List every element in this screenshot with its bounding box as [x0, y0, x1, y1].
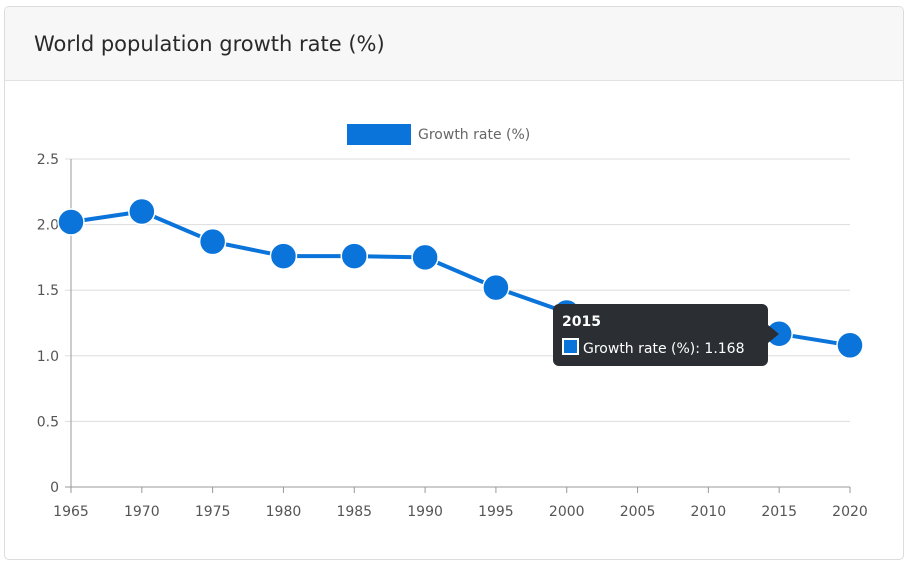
x-tick-label: 1985	[336, 504, 372, 520]
chart-title: World population growth rate (%)	[34, 31, 385, 56]
card-header: World population growth rate (%)	[5, 7, 903, 81]
y-tick-label: 2.5	[37, 152, 59, 168]
x-tick-label: 1975	[195, 504, 231, 520]
tooltip-label: Growth rate (%): 1.168	[583, 341, 745, 357]
x-tick-label: 1970	[124, 504, 160, 520]
y-tick-label: 1.0	[37, 349, 59, 365]
data-point[interactable]	[57, 208, 85, 236]
y-tick-label: 0.5	[37, 414, 59, 430]
x-tick-label: 2005	[620, 504, 656, 520]
x-tick-label: 1980	[266, 504, 302, 520]
data-point[interactable]	[411, 243, 439, 272]
x-tick-label: 1995	[478, 504, 514, 520]
x-tick-label: 2010	[691, 504, 727, 520]
y-tick-label: 1.5	[37, 283, 59, 299]
data-point[interactable]	[340, 242, 369, 270]
y-tick-label: 0	[50, 480, 59, 496]
tooltip-background	[553, 304, 768, 366]
x-tick-label: 2020	[832, 504, 868, 520]
tooltip: 2015 Growth rate (%): 1.168	[553, 304, 779, 366]
x-tick-label: 2015	[761, 504, 797, 520]
legend-swatch[interactable]	[347, 124, 411, 145]
y-tick-label: 2.0	[37, 218, 59, 234]
chart-card: World population growth rate (%)	[4, 6, 904, 560]
legend[interactable]: Growth rate (%)	[347, 124, 530, 145]
x-tick-label: 1990	[407, 504, 443, 520]
data-point[interactable]	[269, 242, 298, 270]
data-point[interactable]	[198, 227, 227, 256]
x-tick-label: 2000	[549, 504, 585, 520]
tooltip-title: 2015	[562, 314, 601, 330]
data-point[interactable]	[128, 197, 156, 226]
tooltip-swatch-fill	[564, 340, 577, 353]
axes: 0 0.5 1.0 1.5 2.0 2.5 1965 1970 1975 1980 1985 1990…	[37, 152, 868, 520]
legend-label[interactable]: Growth rate (%)	[418, 127, 530, 143]
tooltip-caret	[768, 325, 779, 343]
data-point[interactable]	[482, 273, 510, 302]
x-tick-label: 1965	[53, 504, 89, 520]
data-point[interactable]	[836, 331, 864, 360]
